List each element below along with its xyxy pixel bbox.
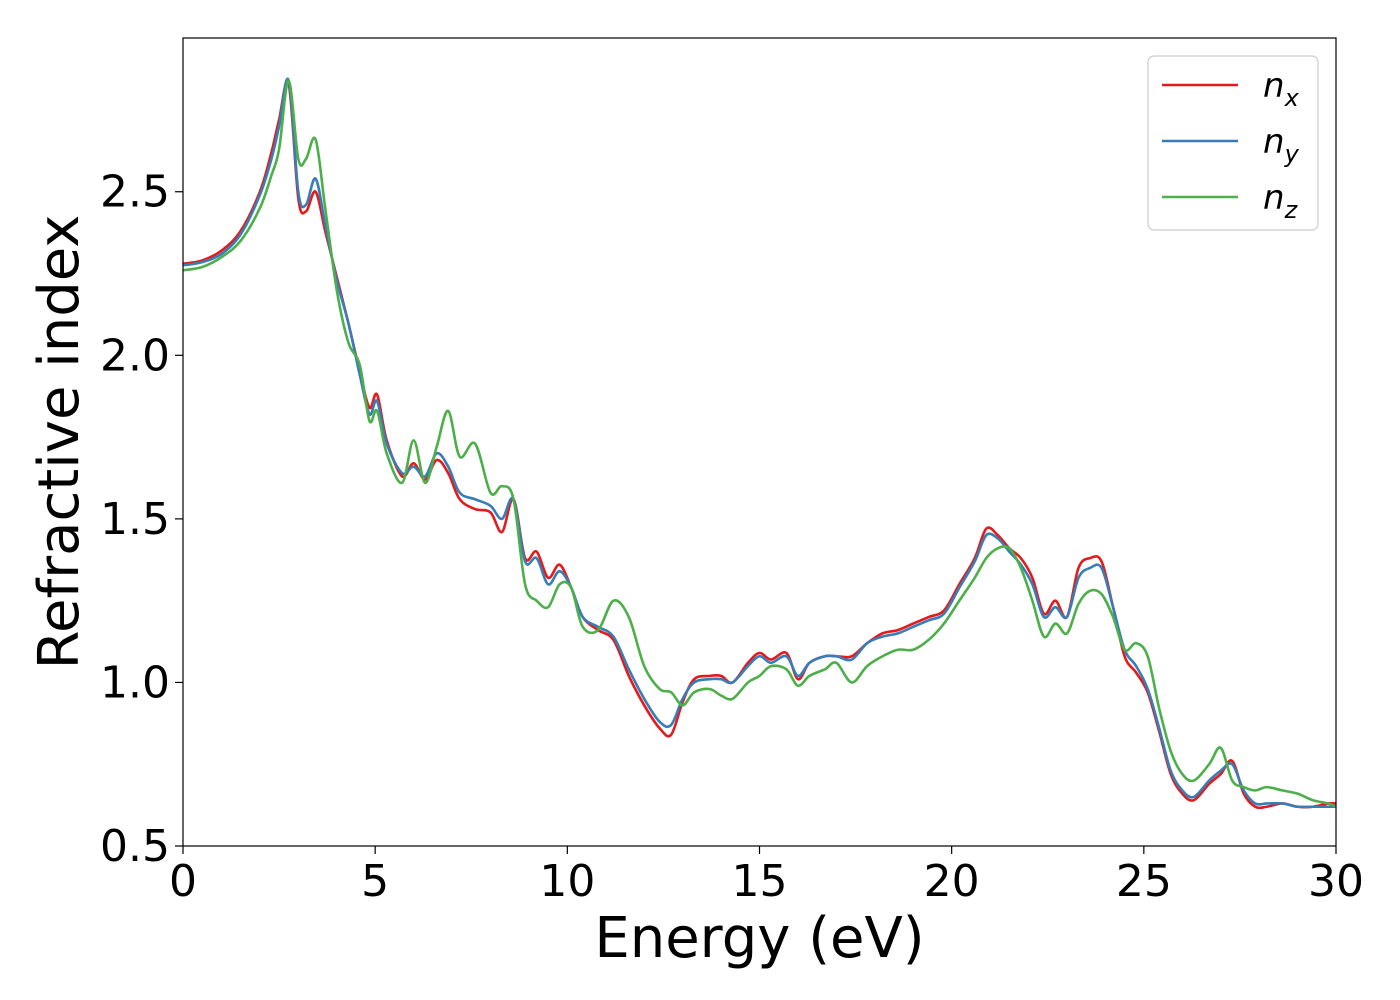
y-tick-label: 2.5 bbox=[100, 167, 170, 218]
x-axis-label: Energy (eV) bbox=[594, 906, 924, 971]
y-axis-label: Refractive index bbox=[27, 215, 92, 670]
series-line-nz bbox=[182, 79, 1337, 808]
y-tick-label: 2.0 bbox=[100, 330, 170, 381]
series-line-nx bbox=[182, 79, 1337, 810]
x-tick-label: 5 bbox=[361, 856, 389, 907]
legend-box bbox=[1147, 55, 1319, 231]
legend-label-nx: nx bbox=[1263, 66, 1300, 112]
x-tick-label: 10 bbox=[539, 856, 595, 907]
x-axis-ticks: 0 5 10 15 20 25 30 bbox=[169, 846, 1364, 907]
x-tick-label: 15 bbox=[732, 856, 788, 907]
y-tick-label: 1.5 bbox=[100, 494, 170, 545]
legend-label-ny: ny bbox=[1263, 122, 1300, 168]
x-tick-label: 0 bbox=[169, 856, 197, 907]
x-tick-label: 25 bbox=[1116, 856, 1172, 907]
y-axis-ticks: 0.5 1.0 1.5 2.0 2.5 bbox=[100, 167, 183, 872]
y-tick-label: 0.5 bbox=[100, 821, 170, 872]
x-tick-label: 30 bbox=[1308, 856, 1364, 907]
x-tick-label: 20 bbox=[924, 856, 980, 907]
y-tick-label: 1.0 bbox=[100, 657, 170, 708]
series-layer bbox=[182, 77, 1337, 810]
